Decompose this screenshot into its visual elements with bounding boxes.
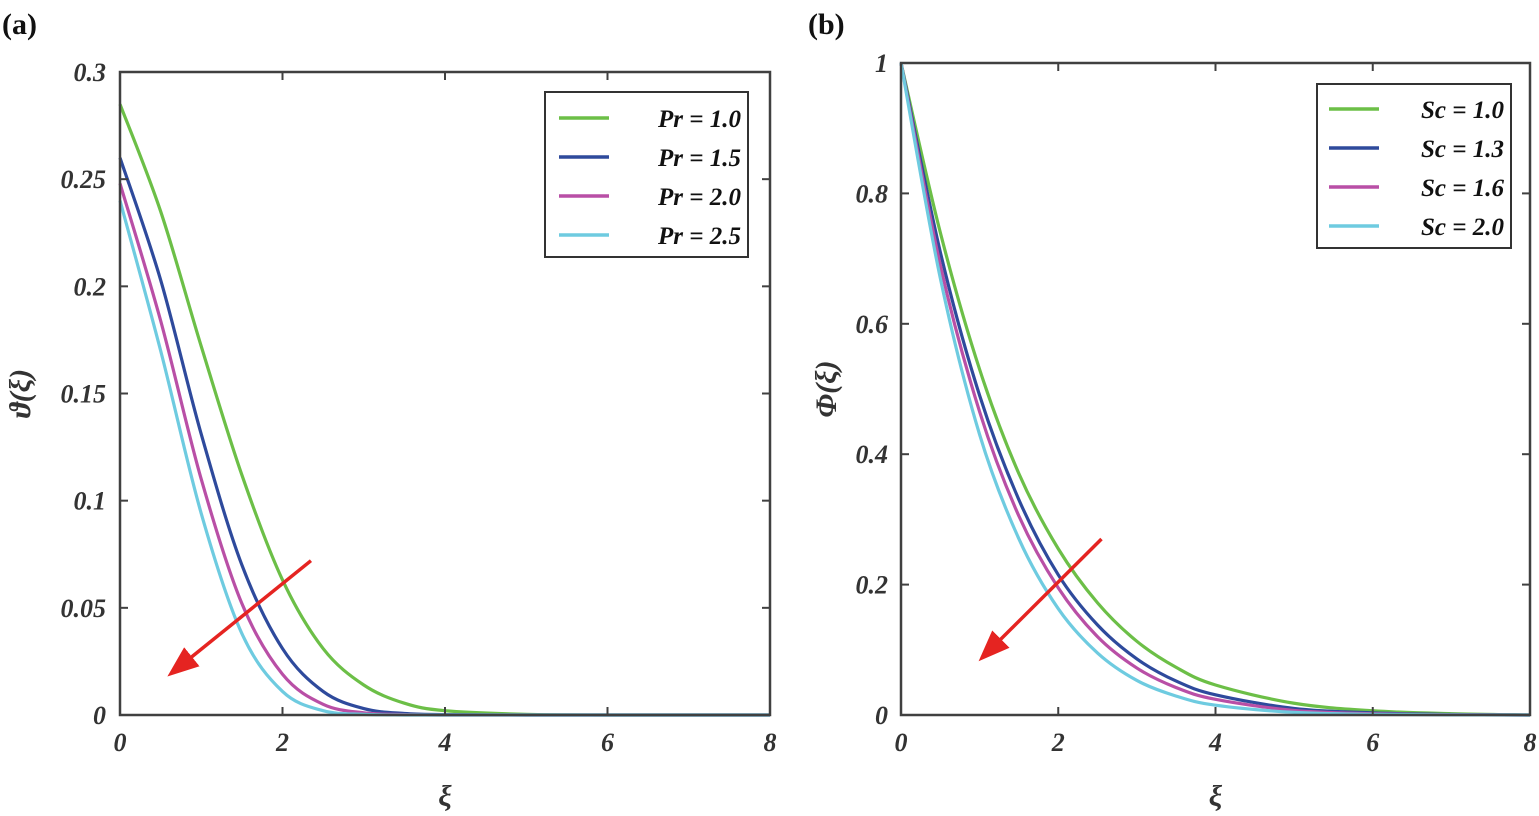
trend-arrow — [978, 537, 1103, 662]
y-tick-label: 0.1 — [74, 487, 107, 516]
legend-entry-label: Pr = 1.5 — [657, 145, 741, 172]
x-tick-label: 2 — [275, 728, 289, 757]
y-tick-label: 0.2 — [856, 571, 889, 600]
series-group — [899, 62, 1531, 717]
legend-entry-label: Sc = 1.3 — [1421, 136, 1504, 163]
legend-entry-label: Sc = 2.0 — [1421, 214, 1504, 241]
y-axis-title: Φ(ξ) — [810, 360, 843, 417]
x-axis-title: ξ — [438, 780, 452, 813]
panel-label: (b) — [808, 8, 845, 41]
x-tick-label: 4 — [438, 728, 452, 757]
y-tick-label: 0.25 — [61, 165, 107, 194]
y-tick-label: 0.15 — [61, 380, 107, 409]
legend-entry-label: Pr = 2.0 — [657, 184, 741, 211]
legend: Sc = 1.0 Sc = 1.3 Sc = 1.6 Sc = 2.0 — [1316, 83, 1512, 249]
x-tick-label: 2 — [1051, 728, 1065, 757]
series-line-1 — [899, 62, 1531, 717]
x-tick-label: 0 — [114, 728, 127, 757]
y-tick-label: 1 — [875, 49, 888, 78]
legend-entry-label: Pr = 1.0 — [657, 106, 741, 133]
legend-entry-label: Sc = 1.0 — [1421, 97, 1504, 124]
legend: Pr = 1.0 Pr = 1.5 Pr = 2.0 Pr = 2.5 — [544, 91, 749, 258]
legend-box — [1316, 83, 1512, 249]
x-axis-title: ξ — [1209, 780, 1223, 813]
x-tick-label: 6 — [1366, 728, 1379, 757]
trend-arrow — [167, 559, 313, 677]
legend-entry-label: Pr = 2.5 — [657, 223, 741, 250]
x-tick-label: 6 — [601, 728, 614, 757]
legend-entry-label: Sc = 1.6 — [1421, 175, 1504, 202]
x-tick-label: 8 — [764, 728, 777, 757]
y-tick-label: 0.4 — [856, 440, 889, 469]
y-axis-title: ϑ(ξ) — [4, 369, 37, 418]
y-tick-label: 0.6 — [856, 310, 889, 339]
y-tick-label: 0.8 — [856, 179, 889, 208]
x-tick-label: 4 — [1208, 728, 1222, 757]
x-tick-label: 8 — [1524, 728, 1537, 757]
x-tick-label: 0 — [895, 728, 908, 757]
y-tick-label: 0.05 — [61, 594, 107, 623]
y-tick-label: 0.2 — [74, 272, 107, 301]
y-tick-label: 0 — [93, 701, 106, 730]
y-tick-label: 0.3 — [74, 58, 107, 87]
chart-panel-a: (a) 0 2 4 6 8 0 0.05 0.1 0.15 0.2 0.25 0.3 ξ ϑ(ξ) Pr = … — [2, 8, 777, 813]
y-tick-label: 0 — [875, 701, 888, 730]
panel-label: (a) — [2, 8, 37, 41]
